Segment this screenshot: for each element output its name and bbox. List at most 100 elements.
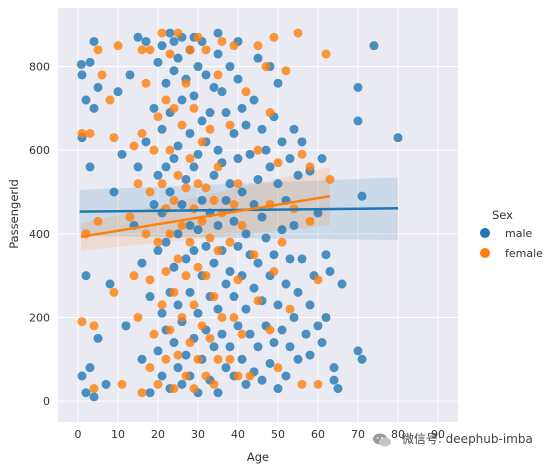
point-male [137, 258, 147, 268]
point-male [181, 254, 191, 264]
point-male [173, 141, 183, 151]
point-male [233, 321, 243, 331]
point-male [305, 300, 315, 310]
point-female [209, 292, 219, 302]
point-female [253, 41, 263, 51]
point-female [201, 371, 211, 381]
point-female [165, 49, 175, 59]
point-female [169, 287, 179, 297]
x-tick-label: 90 [431, 428, 445, 441]
point-female [225, 354, 235, 364]
point-female [269, 266, 279, 276]
regression-line-female [80, 194, 331, 238]
point-female [145, 45, 155, 55]
point-male [189, 162, 199, 172]
y-axis-label: PassengerId [7, 179, 21, 249]
point-male [269, 250, 279, 260]
point-male [285, 154, 295, 164]
point-male [169, 154, 179, 164]
point-female [169, 195, 179, 205]
point-female [225, 120, 235, 130]
point-female [205, 333, 215, 343]
point-male [153, 170, 163, 180]
point-male [233, 241, 243, 251]
x-tick-label: 40 [231, 428, 245, 441]
point-male [301, 329, 311, 339]
point-male [237, 354, 247, 364]
point-female [169, 384, 179, 394]
point-female [169, 103, 179, 113]
point-male [165, 28, 175, 38]
point-female [77, 317, 87, 327]
point-female [197, 216, 207, 226]
point-female [189, 204, 199, 214]
point-female [185, 237, 195, 247]
point-male [85, 363, 95, 373]
point-male [201, 241, 211, 251]
point-female [145, 363, 155, 373]
point-male [157, 371, 167, 381]
point-male [85, 162, 95, 172]
confidence-band-female [81, 166, 330, 251]
point-male [185, 128, 195, 138]
point-female [217, 36, 227, 46]
point-female [181, 271, 191, 281]
point-male [105, 279, 115, 289]
watermark: 微信号: deephub-imba [372, 430, 533, 448]
point-female [129, 141, 139, 151]
point-female [313, 275, 323, 285]
x-tick-labels: 0 10 20 30 40 50 60 70 80 90 [75, 428, 446, 441]
point-female [193, 262, 203, 272]
point-female [273, 363, 283, 373]
point-female [177, 220, 187, 230]
point-male [197, 195, 207, 205]
point-female [181, 371, 191, 381]
point-male [93, 82, 103, 92]
point-male [93, 333, 103, 343]
point-female [193, 354, 203, 364]
x-tick-label: 30 [191, 428, 205, 441]
legend-label-female: female [505, 247, 543, 260]
point-male [289, 220, 299, 230]
point-male [77, 371, 87, 381]
point-male [265, 162, 275, 172]
point-female [89, 384, 99, 394]
point-male [133, 32, 143, 42]
point-male [89, 103, 99, 113]
point-female [185, 45, 195, 55]
y-tick-label: 200 [29, 311, 50, 324]
point-male [89, 392, 99, 402]
point-male [209, 170, 219, 180]
point-male [173, 300, 183, 310]
point-male [241, 304, 251, 314]
regression-lines [79, 194, 399, 238]
point-female [297, 149, 307, 159]
point-male [249, 283, 259, 293]
point-female [173, 170, 183, 180]
point-male [157, 308, 167, 318]
point-male [229, 216, 239, 226]
point-male [393, 133, 403, 143]
point-male [329, 363, 339, 373]
point-male [193, 62, 203, 72]
point-male [213, 145, 223, 155]
point-male [241, 379, 251, 389]
point-male [321, 250, 331, 260]
legend-label-male: male [505, 227, 533, 240]
point-male [293, 170, 303, 180]
x-tick-label: 60 [311, 428, 325, 441]
point-male [329, 375, 339, 385]
point-male [261, 145, 271, 155]
point-female [197, 321, 207, 331]
point-female [189, 300, 199, 310]
point-male [237, 187, 247, 197]
point-male [117, 149, 127, 159]
point-male [193, 225, 203, 235]
point-male [313, 208, 323, 218]
point-male [169, 66, 179, 76]
point-male [285, 254, 295, 264]
point-female [225, 237, 235, 247]
point-female [141, 229, 151, 239]
point-male [353, 346, 363, 356]
point-male [225, 179, 235, 189]
